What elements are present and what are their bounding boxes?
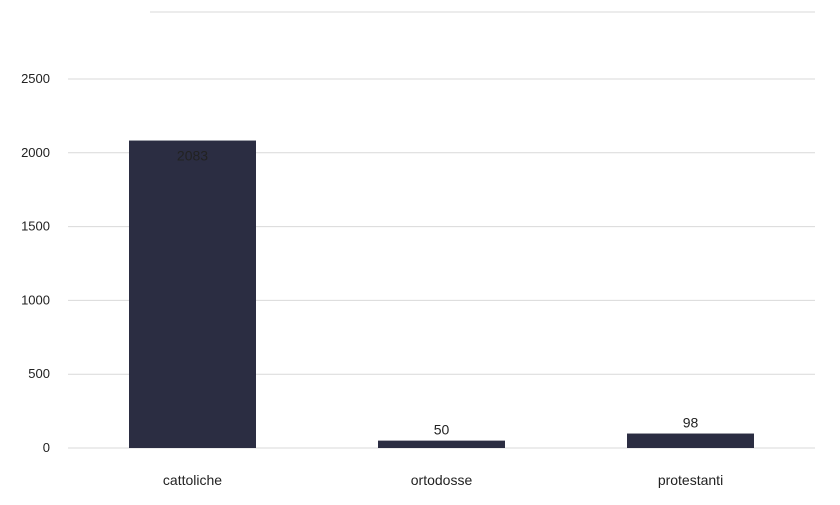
data-label: 98 [683,415,699,431]
y-tick-label: 1500 [21,219,50,234]
x-axis-category-labels: cattoliche ortodosse protestanti [163,472,723,488]
bar-cattoliche [129,140,256,448]
y-tick-label: 500 [28,366,50,381]
bar-ortodosse [378,440,505,448]
y-tick-label: 0 [43,440,50,455]
x-category-label: cattoliche [163,472,222,488]
y-axis-tick-labels: 0 500 1000 1500 2000 2500 [21,71,50,455]
y-tick-label: 2500 [21,71,50,86]
y-tick-label: 2000 [21,145,50,160]
x-category-label: protestanti [658,472,723,488]
x-category-label: ortodosse [411,472,473,488]
bar-protestanti [627,433,754,448]
data-label: 50 [434,422,450,438]
data-labels: 2083 50 98 [177,148,699,438]
data-label: 2083 [177,148,208,164]
bars [129,140,754,448]
y-tick-label: 1000 [21,292,50,307]
